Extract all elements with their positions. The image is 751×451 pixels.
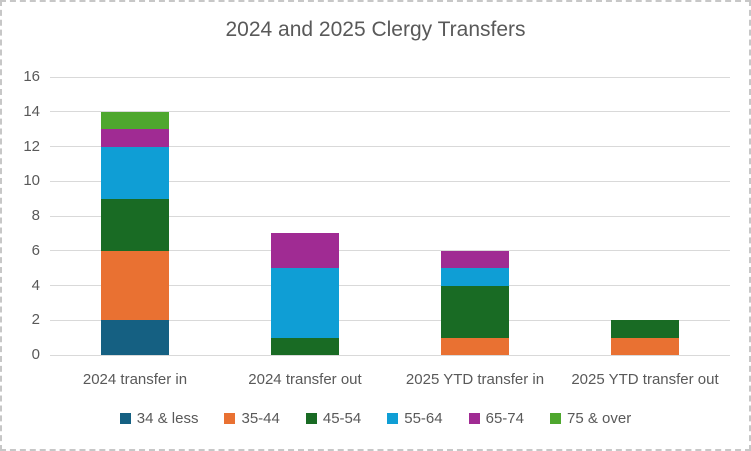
y-tick-label-0: 0 — [31, 346, 40, 363]
x-tick-label-2025-ytd-transfer-in: 2025 YTD transfer in — [405, 371, 545, 388]
bar-segment-2025-ytd-transfer-in-65-74[interactable] — [441, 250, 509, 269]
bar-segment-2024-transfer-out-65-74[interactable] — [271, 233, 339, 269]
bar-segment-2025-ytd-transfer-in-55-64[interactable] — [441, 268, 509, 286]
legend-swatch-55-64 — [387, 413, 399, 424]
gridline-y-12 — [50, 146, 730, 147]
y-tick-label-2: 2 — [31, 311, 40, 329]
y-tick-label-12: 12 — [23, 137, 40, 155]
legend-label-34-less: 34 & less — [136, 410, 199, 427]
x-tick-label-2024-transfer-out: 2024 transfer out — [248, 371, 362, 388]
bar-segment-2024-transfer-out-55-64[interactable] — [271, 268, 339, 338]
legend-label-35-44: 35-44 — [241, 410, 280, 427]
y-tick-label-4: 4 — [31, 276, 40, 294]
y-tick-label-16: 16 — [23, 68, 40, 85]
gridline-y-8 — [50, 215, 730, 217]
legend-item-75-over[interactable]: 75 & over — [549, 410, 632, 427]
gridline-y-0 — [50, 354, 730, 356]
gridline-y-16 — [50, 76, 730, 78]
legend-item-34-less[interactable]: 34 & less — [119, 410, 199, 427]
y-tick-label-6: 6 — [31, 241, 40, 259]
legend-swatch-45-54 — [305, 413, 317, 424]
bar-segment-2025-ytd-transfer-in-45-54[interactable] — [441, 285, 509, 338]
legend-item-65-74[interactable]: 65-74 — [468, 410, 524, 427]
gridline-y-2 — [50, 319, 730, 321]
legend-item-55-64[interactable]: 55-64 — [387, 410, 443, 427]
bar-2024-transfer-in — [101, 111, 169, 355]
y-tick-label-14: 14 — [23, 102, 40, 120]
legend-label-65-74: 65-74 — [485, 410, 524, 427]
legend-label-55-64: 55-64 — [404, 410, 443, 427]
legend-swatch-34-less — [119, 413, 131, 424]
gridline-y-6 — [50, 250, 730, 252]
legend-label-45-54: 45-54 — [322, 410, 362, 427]
x-tick-label-2024-transfer-in: 2024 transfer in — [82, 371, 188, 388]
bar-segment-2024-transfer-in-34-less[interactable] — [101, 320, 169, 355]
bar-2025-ytd-transfer-out — [611, 320, 679, 355]
gridline-y-4 — [50, 285, 730, 286]
bar-segment-2025-ytd-transfer-out-45-54[interactable] — [611, 320, 679, 338]
bar-segment-2024-transfer-in-35-44[interactable] — [101, 250, 169, 321]
y-tick-label-10: 10 — [23, 172, 40, 190]
bar-segment-2024-transfer-out-45-54[interactable] — [271, 337, 339, 355]
bar-segment-2024-transfer-in-65-74[interactable] — [101, 129, 169, 147]
gridline-y-10 — [50, 180, 730, 182]
gridline-y-14 — [50, 111, 730, 113]
bar-segment-2025-ytd-transfer-in-35-44[interactable] — [441, 337, 509, 355]
bar-segment-2025-ytd-transfer-out-35-44[interactable] — [611, 337, 679, 355]
legend-item-45-54[interactable]: 45-54 — [305, 410, 362, 427]
chart-title: 2024 and 2025 Clergy Transfers — [225, 18, 526, 41]
bar-segment-2024-transfer-in-55-64[interactable] — [101, 146, 169, 199]
legend-swatch-75-over — [549, 413, 561, 424]
bar-segment-2024-transfer-in-75-over[interactable] — [101, 111, 169, 130]
bar-2024-transfer-out — [271, 233, 339, 355]
legend-swatch-65-74 — [468, 413, 480, 424]
legend-swatch-35-44 — [224, 413, 236, 424]
legend-item-35-44[interactable]: 35-44 — [224, 410, 280, 427]
y-tick-label-8: 8 — [31, 207, 40, 224]
plot-area — [50, 76, 730, 356]
x-tick-label-2025-ytd-transfer-out: 2025 YTD transfer out — [571, 371, 719, 388]
bar-segment-2024-transfer-in-45-54[interactable] — [101, 198, 169, 251]
bar-2025-ytd-transfer-in — [441, 250, 509, 355]
legend-label-75-over: 75 & over — [566, 410, 632, 427]
legend: 34 & less 35-44 45-54 55-64 65-74 75 & over — [2, 410, 749, 427]
